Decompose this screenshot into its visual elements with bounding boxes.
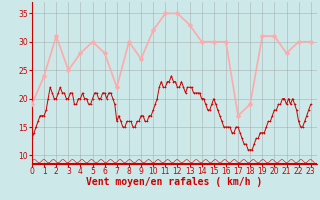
X-axis label: Vent moyen/en rafales ( km/h ): Vent moyen/en rafales ( km/h ) <box>86 177 262 187</box>
